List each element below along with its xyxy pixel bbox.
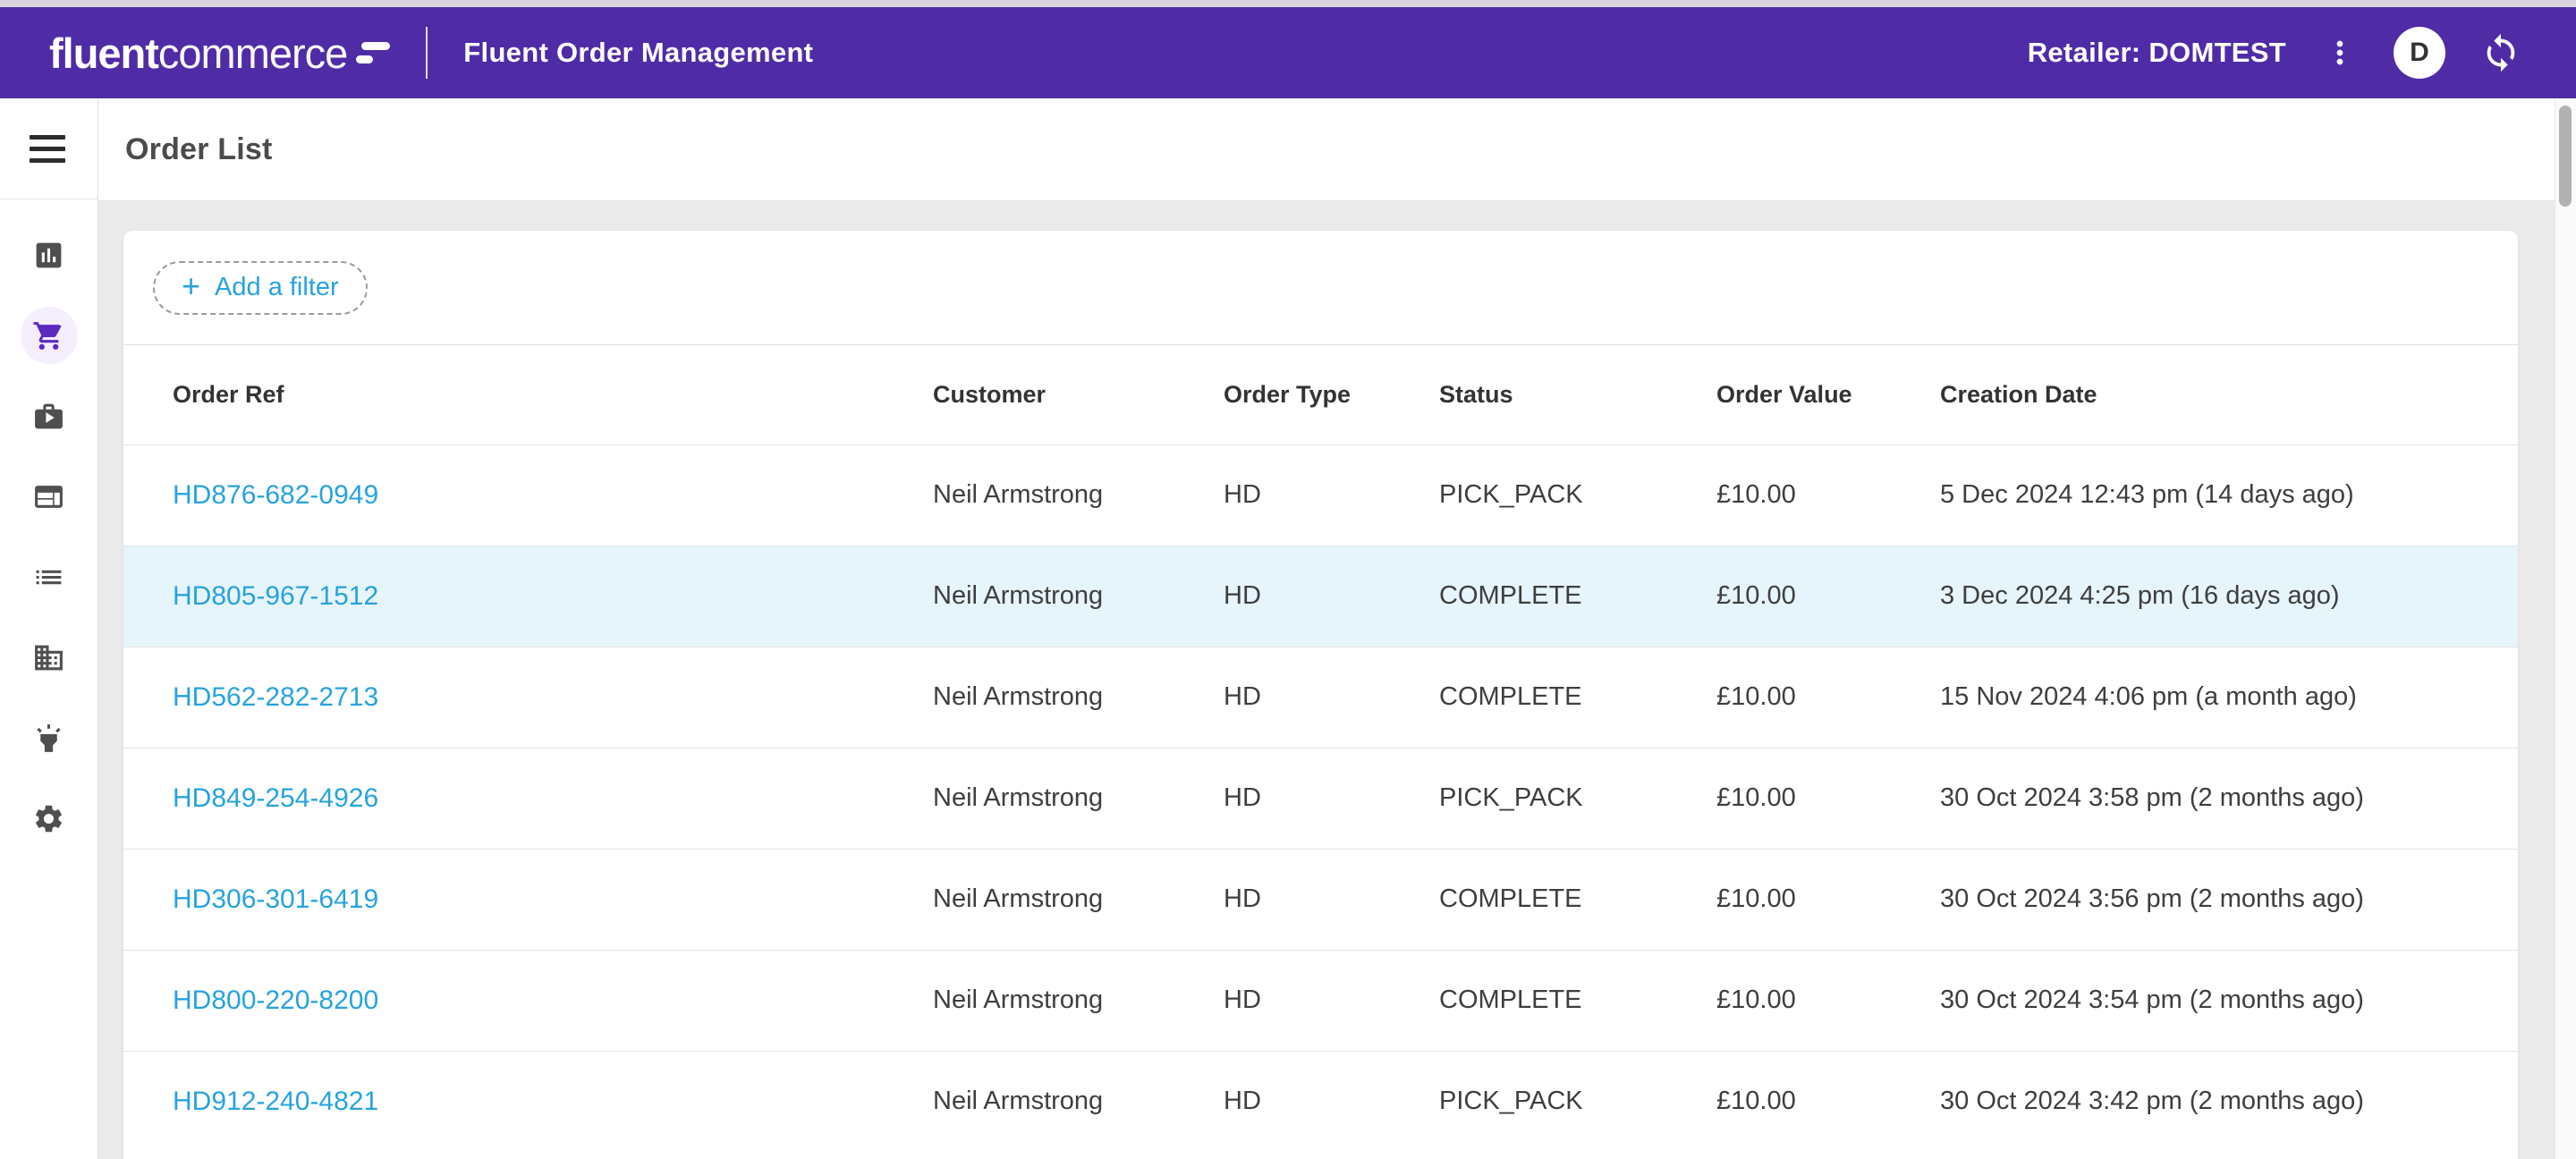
order-ref-link[interactable]: HD800-220-8200 <box>173 986 378 1015</box>
order-list-card: + Add a filter Order Ref Customer Order … <box>123 231 2518 1159</box>
sidebar-item-torch[interactable] <box>21 709 78 766</box>
content-area: + Add a filter Order Ref Customer Order … <box>98 201 2555 1159</box>
creation-date-cell: 30 Oct 2024 3:42 pm (2 months ago) <box>1940 1051 2518 1152</box>
order-type-cell: HD <box>1224 748 1439 849</box>
sync-icon[interactable] <box>2479 31 2522 74</box>
retailer-label: Retailer: DOMTEST <box>2028 37 2286 69</box>
column-header-order-value: Order Value <box>1716 345 1940 444</box>
bar-chart-icon <box>32 239 65 272</box>
app-title: Fluent Order Management <box>463 37 813 69</box>
order-type-cell: HD <box>1224 1051 1439 1152</box>
order-type-cell: HD <box>1224 546 1439 647</box>
table-row[interactable]: HD562-282-2713 Neil Armstrong HD COMPLET… <box>123 647 2518 748</box>
filter-bar: + Add a filter <box>123 231 2518 345</box>
sidebar-item-building[interactable] <box>21 629 78 686</box>
order-value-cell: £10.00 <box>1716 444 1940 546</box>
building-icon <box>32 641 65 674</box>
customer-cell: Neil Armstrong <box>933 444 1224 546</box>
order-ref-link[interactable]: HD849-254-4926 <box>173 783 378 813</box>
status-cell: PICK_PACK <box>1439 748 1716 849</box>
table-header-row: Order Ref Customer Order Type Status Ord… <box>123 345 2518 444</box>
table-row[interactable]: HD912-240-4821 Neil Armstrong HD PICK_PA… <box>123 1051 2518 1152</box>
table-row[interactable]: HD805-967-1512 Neil Armstrong HD COMPLET… <box>123 546 2518 647</box>
torch-icon <box>32 722 65 755</box>
avatar-initial: D <box>2410 38 2429 68</box>
gear-icon <box>32 802 65 835</box>
page-toolbar: Order List <box>98 98 2555 201</box>
header-divider <box>426 27 428 79</box>
order-ref-link[interactable]: HD876-682-0949 <box>173 480 378 510</box>
sidebar-item-bar-chart[interactable] <box>21 226 78 283</box>
sidebar-item-orders[interactable] <box>21 307 78 364</box>
status-cell: COMPLETE <box>1439 546 1716 647</box>
sidebar-item-briefcase-play[interactable] <box>21 387 78 444</box>
creation-date-cell: 15 Nov 2024 4:06 pm (a month ago) <box>1940 647 2518 748</box>
order-type-cell: HD <box>1224 444 1439 546</box>
table-row[interactable]: HD306-301-6419 Neil Armstrong HD COMPLET… <box>123 849 2518 950</box>
order-ref-link[interactable]: HD912-240-4821 <box>173 1087 378 1116</box>
creation-date-cell: 5 Dec 2024 12:43 pm (14 days ago) <box>1940 444 2518 546</box>
status-cell: COMPLETE <box>1439 647 1716 748</box>
add-filter-button[interactable]: + Add a filter <box>153 261 368 315</box>
order-value-cell: £10.00 <box>1716 546 1940 647</box>
logo-text-light: commerce <box>158 29 347 78</box>
order-value-cell: £10.00 <box>1716 647 1940 748</box>
customer-cell: Neil Armstrong <box>933 748 1224 849</box>
app-header: fluentcommerce Fluent Order Management R… <box>0 7 2576 98</box>
sidebar-item-list[interactable] <box>21 548 78 605</box>
customer-cell: Neil Armstrong <box>933 950 1224 1051</box>
column-header-order-type: Order Type <box>1224 345 1439 444</box>
status-cell: PICK_PACK <box>1439 444 1716 546</box>
table-row[interactable]: HD849-254-4926 Neil Armstrong HD PICK_PA… <box>123 748 2518 849</box>
customer-cell: Neil Armstrong <box>933 1051 1224 1152</box>
order-value-cell: £10.00 <box>1716 1051 1940 1152</box>
briefcase-play-icon <box>32 400 65 433</box>
order-ref-link[interactable]: HD562-282-2713 <box>173 682 378 712</box>
vertical-scrollbar[interactable] <box>2555 98 2576 1159</box>
customer-cell: Neil Armstrong <box>933 546 1224 647</box>
customer-cell: Neil Armstrong <box>933 647 1224 748</box>
order-type-cell: HD <box>1224 647 1439 748</box>
scrollbar-thumb[interactable] <box>2559 106 2572 207</box>
fluentcommerce-logo: fluentcommerce <box>49 29 390 78</box>
orders-table: Order Ref Customer Order Type Status Ord… <box>123 345 2518 1152</box>
list-icon <box>32 561 65 594</box>
column-header-creation-date: Creation Date <box>1940 345 2518 444</box>
status-cell: PICK_PACK <box>1439 1051 1716 1152</box>
status-cell: COMPLETE <box>1439 950 1716 1051</box>
column-header-customer: Customer <box>933 345 1224 444</box>
order-ref-link[interactable]: HD805-967-1512 <box>173 581 378 611</box>
creation-date-cell: 30 Oct 2024 3:54 pm (2 months ago) <box>1940 950 2518 1051</box>
creation-date-cell: 30 Oct 2024 3:58 pm (2 months ago) <box>1940 748 2518 849</box>
user-avatar[interactable]: D <box>2394 27 2445 79</box>
customer-cell: Neil Armstrong <box>933 849 1224 950</box>
page-title: Order List <box>125 132 272 167</box>
plus-icon: + <box>182 270 200 302</box>
sidebar <box>0 98 98 1159</box>
window-top-strip <box>0 0 2576 7</box>
creation-date-cell: 30 Oct 2024 3:56 pm (2 months ago) <box>1940 849 2518 950</box>
order-ref-link[interactable]: HD306-301-6419 <box>173 884 378 914</box>
logo-text-bold: fluent <box>49 29 158 78</box>
column-header-status: Status <box>1439 345 1716 444</box>
kebab-menu-icon[interactable] <box>2320 31 2360 74</box>
sidebar-item-panel-layout[interactable] <box>21 468 78 525</box>
order-type-cell: HD <box>1224 849 1439 950</box>
table-row[interactable]: HD800-220-8200 Neil Armstrong HD COMPLET… <box>123 950 2518 1051</box>
hamburger-menu-icon[interactable] <box>0 98 97 199</box>
order-type-cell: HD <box>1224 950 1439 1051</box>
status-cell: COMPLETE <box>1439 849 1716 950</box>
creation-date-cell: 3 Dec 2024 4:25 pm (16 days ago) <box>1940 546 2518 647</box>
column-header-order-ref: Order Ref <box>123 345 933 444</box>
shopping-cart-icon <box>32 319 65 352</box>
order-value-cell: £10.00 <box>1716 849 1940 950</box>
table-row[interactable]: HD876-682-0949 Neil Armstrong HD PICK_PA… <box>123 444 2518 546</box>
add-filter-label: Add a filter <box>215 273 339 302</box>
order-value-cell: £10.00 <box>1716 950 1940 1051</box>
logo-equals-icon <box>356 42 390 63</box>
panel-layout-icon <box>32 480 65 513</box>
order-value-cell: £10.00 <box>1716 748 1940 849</box>
sidebar-item-settings[interactable] <box>21 790 78 847</box>
